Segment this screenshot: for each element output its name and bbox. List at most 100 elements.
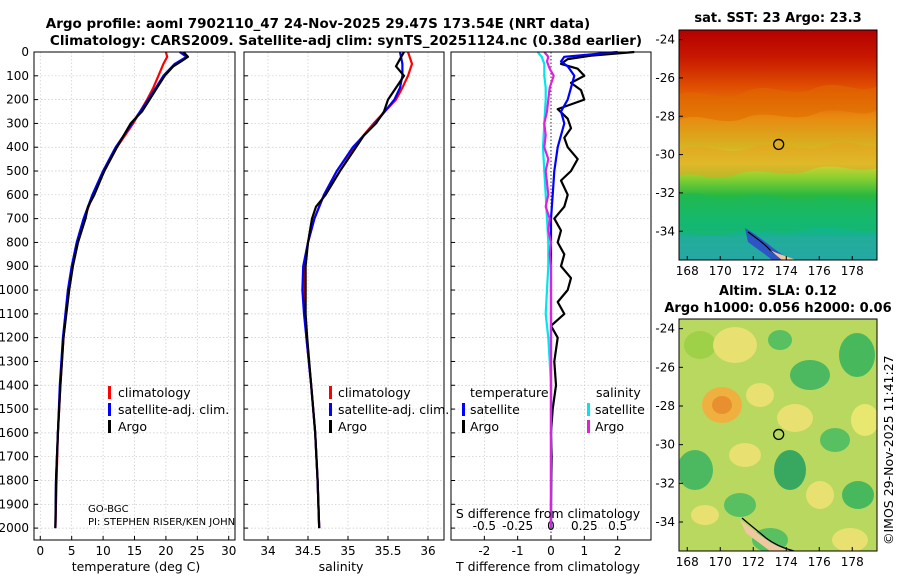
legend-swatch-climatology <box>108 386 111 399</box>
map-x-tick-label: 172 <box>742 264 765 278</box>
series-line-argo <box>54 51 189 529</box>
plot-frame <box>243 51 445 541</box>
x-tick-label: 25 <box>190 544 205 558</box>
map-x-tick-label: 174 <box>775 555 798 569</box>
annotation-pi: PI: STEPHEN RISER/KEN JOHN <box>88 517 235 528</box>
legend-title-temperature: temperature <box>470 385 549 400</box>
legend-title-salinity: salinity <box>596 385 641 400</box>
legend-label-satellite: satellite-adj. clim. <box>338 402 449 417</box>
depth-tick-label: 700 <box>6 212 29 226</box>
difference-xlabel: T difference from climatology <box>455 559 641 574</box>
x-tick-label: 0 <box>547 544 555 558</box>
map-x-tick-label: 168 <box>676 555 699 569</box>
legend-swatch-climatology <box>329 386 332 399</box>
difference-panel: -2 -1 0 1 2-0.5 -0.25 0 0.25 0.5 <box>450 50 652 558</box>
temperature-legend: climatology satellite-adj. clim. Argo <box>108 385 229 434</box>
plot-frame <box>450 51 652 541</box>
x-tick-label: 35.5 <box>375 544 402 558</box>
legend-label-argo: Argo <box>338 419 367 434</box>
legend-swatch-argo <box>108 420 111 433</box>
s-tick-label: 0.25 <box>571 519 598 533</box>
map-y-tick-label: -30 <box>655 438 675 452</box>
sla-frame <box>678 318 878 552</box>
legend-label-satellite: satellite-adj. clim. <box>118 402 229 417</box>
x-tick-label: 10 <box>95 544 110 558</box>
sla-texture <box>679 327 877 551</box>
depth-tick-label: 1300 <box>0 354 29 368</box>
depth-tick-label: 100 <box>6 69 29 83</box>
depth-tick-label: 1800 <box>0 473 29 487</box>
sla-axis: 168 170 172 174 176 178 -24 -26 -28 -30 -32 -34 <box>655 322 863 569</box>
map-x-tick-label: 176 <box>808 264 831 278</box>
s-tick-label: -0.5 <box>473 519 496 533</box>
sst-map: 168 170 172 174 176 178 -24 -26 -28 -30 -32 -34 <box>655 29 878 278</box>
x-tick-label: 36 <box>420 544 435 558</box>
temperature-xlabel: temperature (deg C) <box>72 559 201 574</box>
map-x-tick-label: 174 <box>775 264 798 278</box>
legend-label-s-argo: Argo <box>595 419 624 434</box>
x-tick-label: 34.5 <box>295 544 322 558</box>
map-x-tick-label: 170 <box>709 555 732 569</box>
depth-tick-label: 500 <box>6 164 29 178</box>
x-tick-label: 5 <box>68 544 76 558</box>
map-y-tick-label: -34 <box>655 224 675 238</box>
figure-title-line2: Climatology: CARS2009. Satellite-adj cli… <box>50 33 642 49</box>
sst-texture <box>679 84 877 260</box>
depth-tick-label: 300 <box>6 116 29 130</box>
legend-label-t-argo: Argo <box>470 419 499 434</box>
difference-legend: temperature satellite Argo salinity sate… <box>462 385 645 434</box>
legend-swatch-satellite <box>329 403 332 416</box>
map-x-tick-label: 168 <box>676 264 699 278</box>
salinity-xlabel: salinity <box>319 559 364 574</box>
sst-frame <box>678 29 878 261</box>
map-x-tick-label: 178 <box>841 264 864 278</box>
depth-tick-label: 1000 <box>0 283 29 297</box>
depth-tick-label: 1900 <box>0 497 29 511</box>
argo-location-marker <box>773 138 785 151</box>
map-x-tick-label: 176 <box>808 555 831 569</box>
depth-tick-label: 0 <box>21 45 29 59</box>
plot-frame <box>33 51 236 541</box>
map-y-tick-label: -32 <box>655 476 675 490</box>
x-tick-label: -2 <box>478 544 490 558</box>
map-y-tick-label: -30 <box>655 148 675 162</box>
map-y-tick-label: -28 <box>655 399 675 413</box>
figure-title-line1: Argo profile: aoml 7902110_47 24-Nov-202… <box>46 16 590 32</box>
legend-label-s-satellite: satellite <box>595 402 645 417</box>
s-difference-xlabel: S difference from climatology <box>456 506 641 521</box>
depth-tick-label: 600 <box>6 188 29 202</box>
salinity-legend: climatology satellite-adj. clim. Argo <box>329 385 449 434</box>
x-tick-label: 34 <box>260 544 275 558</box>
depth-tick-label: 1600 <box>0 426 29 440</box>
sst-map-title: sat. SST: 23 Argo: 23.3 <box>694 11 861 26</box>
depth-tick-label: 1500 <box>0 402 29 416</box>
legend-label-climatology: climatology <box>338 385 411 400</box>
salinity-panel: 34 34.5 35 35.5 36 <box>243 51 445 558</box>
depth-tick-label: 1100 <box>0 307 29 321</box>
x-tick-label: 15 <box>127 544 142 558</box>
map-y-tick-label: -32 <box>655 186 675 200</box>
legend-swatch-argo <box>329 420 332 433</box>
plot-area <box>34 52 235 540</box>
x-tick-label: 30 <box>221 544 236 558</box>
map-x-tick-label: 170 <box>709 264 732 278</box>
s-tick-label: -0.25 <box>502 519 533 533</box>
map-y-tick-label: -26 <box>655 71 675 85</box>
sst-axis: 168 170 172 174 176 178 -24 -26 -28 -30 -32 -34 <box>655 33 863 278</box>
map-y-tick-label: -24 <box>655 33 675 47</box>
temperature-panel: 0 5 10 15 20 25 30 <box>33 51 236 558</box>
plot-area <box>244 52 444 540</box>
x-tick-label: 35 <box>340 544 355 558</box>
depth-tick-label: 200 <box>6 93 29 107</box>
legend-label-climatology: climatology <box>118 385 191 400</box>
x-tick-label: 20 <box>158 544 173 558</box>
s-tick-label: 0.5 <box>608 519 627 533</box>
depth-tick-label: 1200 <box>0 331 29 345</box>
legend-swatch-satellite <box>108 403 111 416</box>
sla-map-subtitle: Argo h1000: 0.056 h2000: 0.06 <box>664 301 891 316</box>
depth-axis: 0 100 200 300 400 500 600 700 800 900 1000 1100 1200… <box>0 45 29 535</box>
legend-label-t-satellite: satellite <box>470 402 520 417</box>
map-y-tick-label: -26 <box>655 360 675 374</box>
sla-map: 168 170 172 174 176 178 -24 -26 -28 -30 -32 -34 <box>655 318 878 569</box>
